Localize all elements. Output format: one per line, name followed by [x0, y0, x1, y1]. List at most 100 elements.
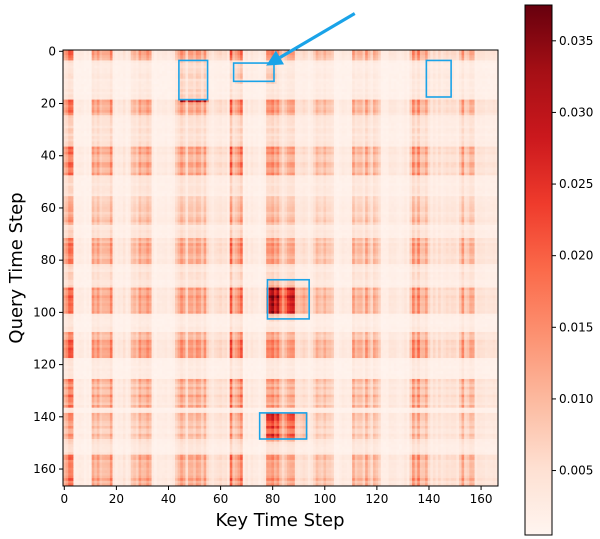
heatmap-cell: [383, 70, 387, 74]
heatmap-cell: [464, 123, 468, 127]
heatmap-cell: [359, 83, 363, 87]
heatmap-cell: [333, 86, 337, 90]
heatmap-cell: [297, 86, 301, 90]
heatmap-cell: [260, 70, 264, 74]
heatmap-cell: [164, 81, 168, 85]
heatmap-cell: [419, 125, 423, 129]
heatmap-cell: [206, 99, 210, 103]
heatmap-cell: [201, 120, 205, 124]
heatmap-cell: [385, 89, 389, 93]
heatmap-cell: [359, 94, 363, 98]
heatmap-cell: [175, 94, 179, 98]
heatmap-cell: [167, 89, 171, 93]
heatmap-cell: [141, 52, 145, 56]
heatmap-cell: [414, 96, 418, 100]
heatmap-cell: [193, 86, 197, 90]
heatmap-cell: [406, 107, 410, 111]
heatmap-cell: [130, 86, 134, 90]
heatmap-cell: [331, 102, 335, 106]
heatmap-cell: [281, 81, 285, 85]
heatmap-cell: [404, 89, 408, 93]
heatmap-cell: [172, 110, 176, 114]
heatmap-cell: [250, 91, 254, 95]
heatmap-cell: [159, 73, 163, 77]
heatmap-cell: [112, 52, 116, 56]
heatmap-cell: [300, 94, 304, 98]
heatmap-cell: [469, 107, 473, 111]
heatmap-cell: [273, 68, 277, 72]
heatmap-cell: [372, 112, 376, 116]
heatmap-cell: [99, 110, 103, 114]
heatmap-cell: [208, 89, 212, 93]
heatmap-cell: [253, 81, 257, 85]
heatmap-cell: [201, 83, 205, 87]
heatmap-cell: [86, 94, 90, 98]
heatmap-cell: [107, 115, 111, 119]
heatmap-cell: [169, 68, 173, 72]
heatmap-cell: [417, 55, 421, 59]
heatmap-cell: [378, 89, 382, 93]
heatmap-cell: [102, 89, 106, 93]
heatmap-cell: [372, 115, 376, 119]
heatmap-cell: [125, 123, 129, 127]
heatmap-cell: [396, 81, 400, 85]
heatmap-cell: [63, 117, 66, 121]
heatmap-cell: [445, 57, 449, 61]
heatmap-cell: [133, 73, 137, 77]
heatmap-cell: [438, 86, 442, 90]
heatmap-cell: [237, 78, 241, 82]
heatmap-cell: [422, 107, 426, 111]
heatmap-cell: [224, 104, 228, 108]
heatmap-cell: [107, 65, 111, 69]
heatmap-cell: [234, 96, 238, 100]
heatmap-cell: [425, 104, 429, 108]
heatmap-cell: [201, 60, 205, 64]
heatmap-cell: [302, 70, 306, 74]
heatmap-cell: [219, 83, 223, 87]
heatmap-cell: [341, 99, 345, 103]
heatmap-cell: [96, 117, 100, 121]
heatmap-cell: [318, 60, 322, 64]
heatmap-cell: [451, 52, 455, 56]
heatmap-cell: [453, 110, 457, 114]
heatmap-cell: [115, 57, 119, 61]
heatmap-cell: [339, 117, 343, 121]
heatmap-cell: [120, 73, 124, 77]
heatmap-cell: [81, 70, 85, 74]
heatmap-cell: [70, 102, 74, 106]
heatmap-cell: [401, 110, 405, 114]
heatmap-cell: [404, 117, 408, 121]
heatmap-cell: [352, 73, 356, 77]
heatmap-cell: [182, 107, 186, 111]
heatmap-cell: [461, 104, 465, 108]
heatmap-cell: [284, 115, 288, 119]
heatmap-cell: [354, 94, 358, 98]
heatmap-cell: [117, 123, 121, 127]
heatmap-cell: [107, 112, 111, 116]
heatmap-cell: [310, 91, 314, 95]
heatmap-cell: [135, 91, 139, 95]
heatmap-cell: [164, 123, 168, 127]
heatmap-cell: [471, 76, 475, 80]
heatmap-cell: [438, 81, 442, 85]
heatmap-cell: [336, 117, 340, 121]
heatmap-cell: [365, 91, 369, 95]
heatmap-cell: [318, 120, 322, 124]
heatmap-cell: [451, 78, 455, 82]
heatmap-cell: [404, 63, 408, 67]
heatmap-cell: [385, 73, 389, 77]
heatmap-cell: [339, 76, 343, 80]
heatmap-cell: [461, 91, 465, 95]
heatmap-cell: [484, 96, 488, 100]
heatmap-cell: [471, 70, 475, 74]
heatmap-cell: [91, 120, 95, 124]
heatmap-cell: [172, 50, 176, 54]
heatmap-cell: [76, 73, 80, 77]
heatmap-cell: [440, 76, 444, 80]
heatmap-cell: [453, 63, 457, 67]
heatmap-cell: [276, 81, 280, 85]
heatmap-cell: [89, 115, 93, 119]
heatmap-cell: [425, 96, 429, 100]
heatmap-cell: [453, 107, 457, 111]
heatmap-cell: [461, 63, 465, 67]
